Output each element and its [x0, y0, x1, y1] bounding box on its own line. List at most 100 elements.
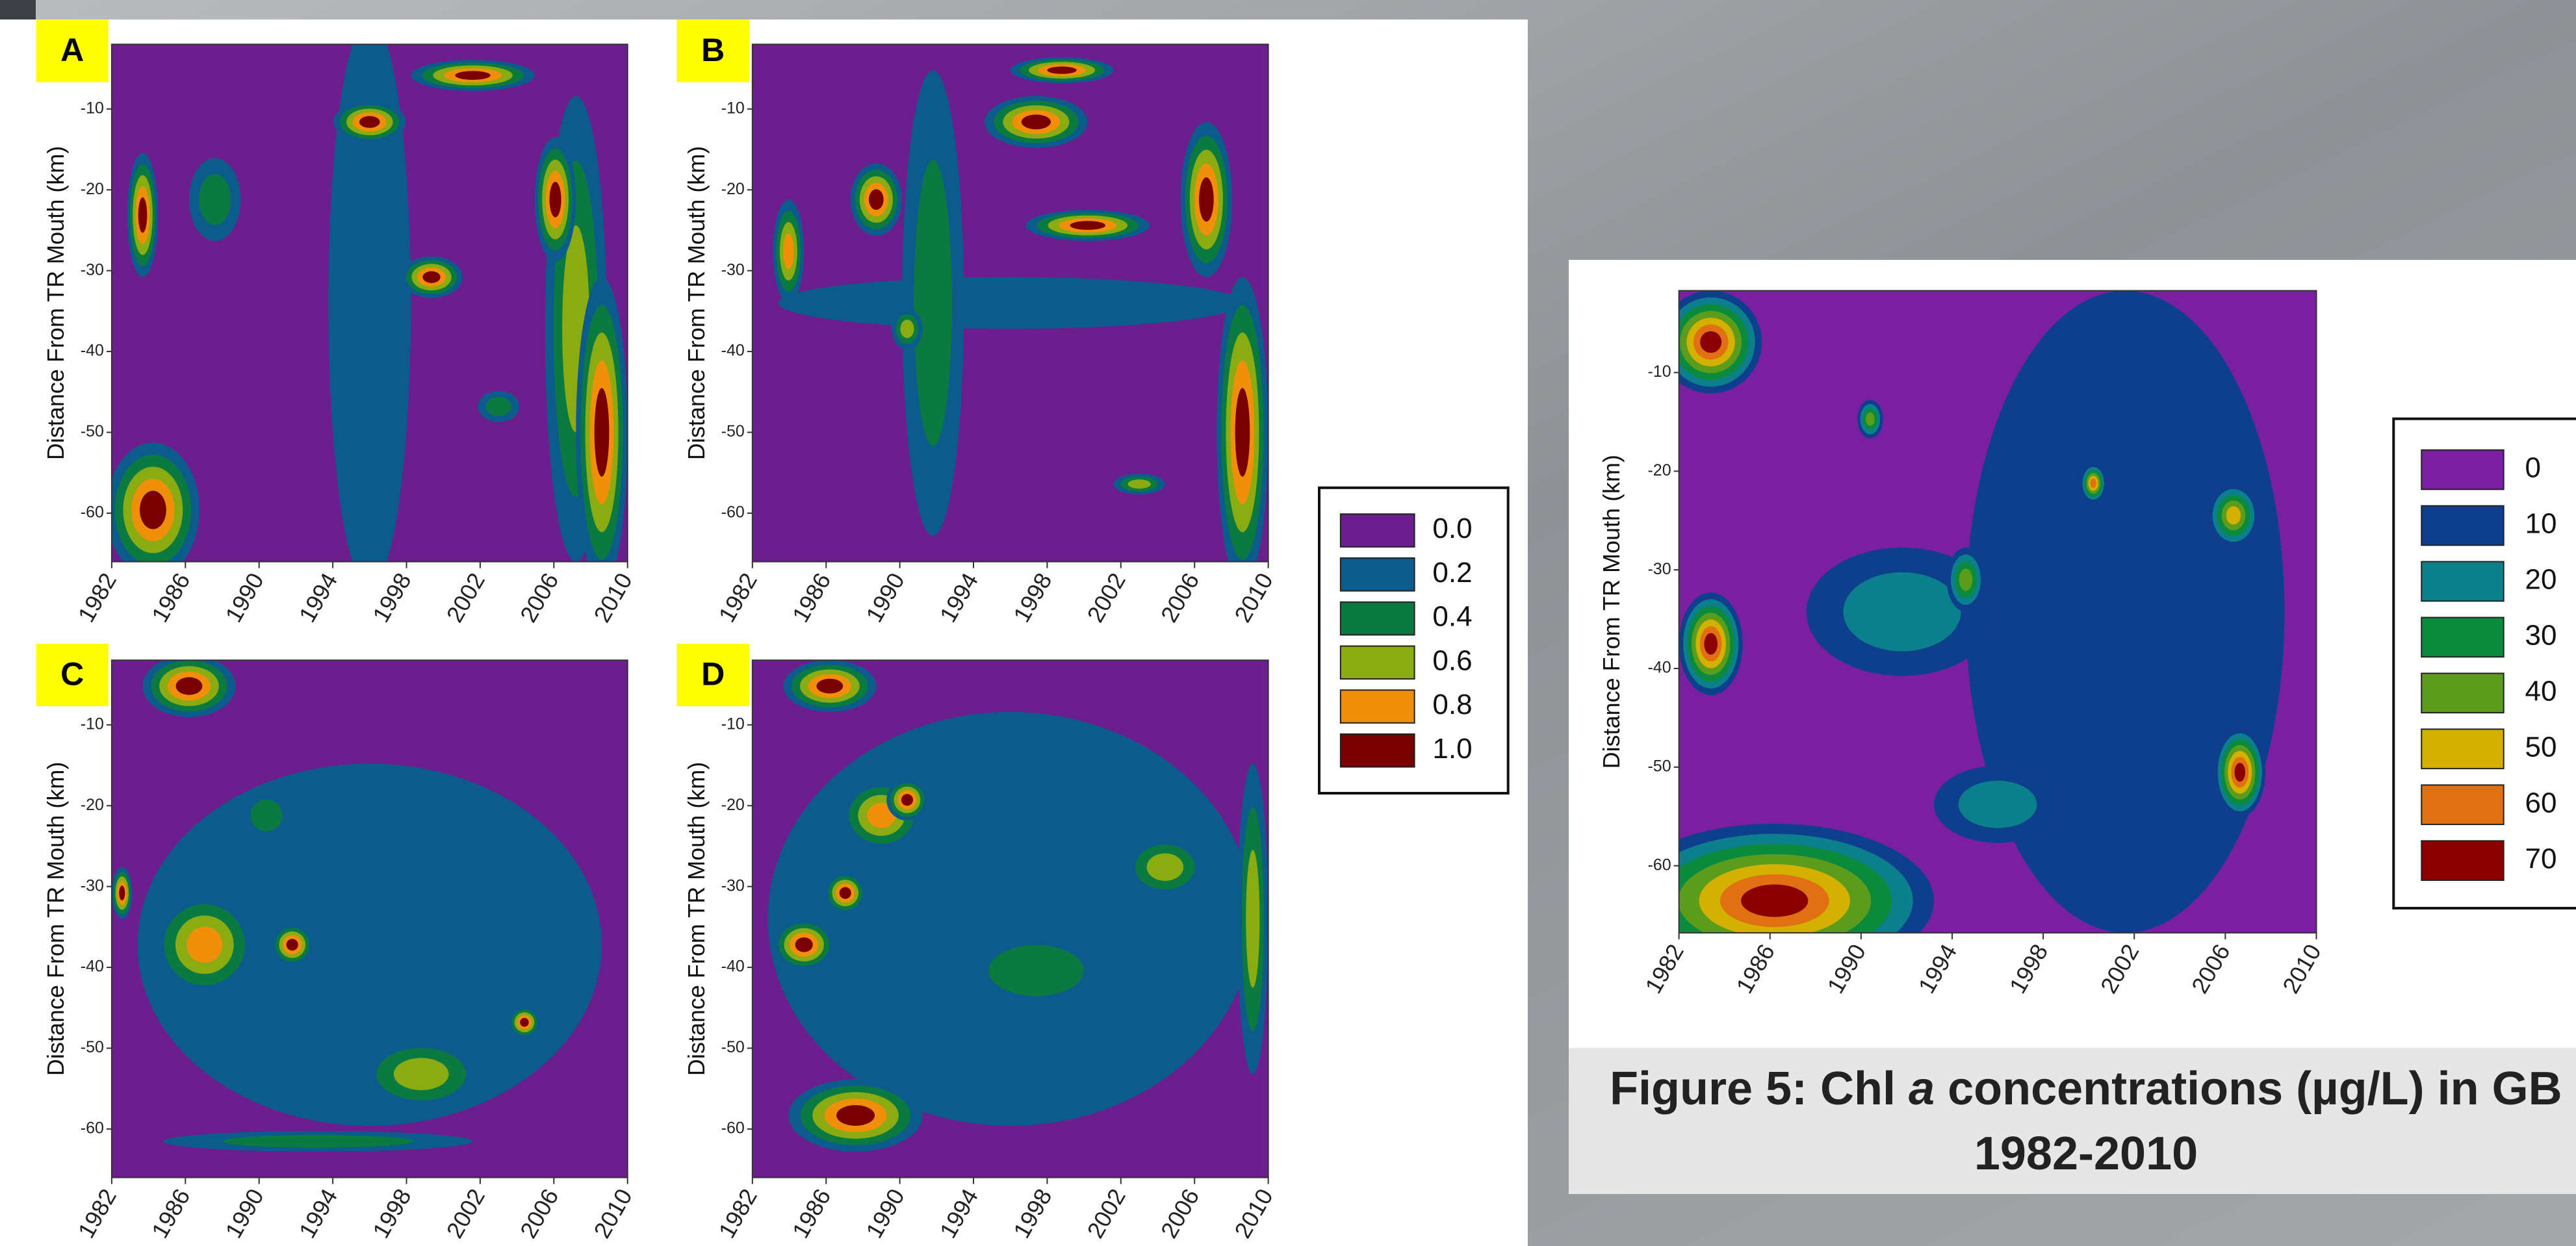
- y-tick-label: -60: [1647, 856, 1671, 874]
- y-tick-label: -50: [721, 1038, 745, 1056]
- field-region: [816, 679, 843, 694]
- y-tick-label: -40: [81, 342, 104, 360]
- y-tick-label: -20: [81, 180, 104, 198]
- field-region: [1246, 850, 1259, 987]
- legend-label: 0.0: [1432, 513, 1472, 544]
- legend-label: 70: [2525, 843, 2557, 874]
- field-region: [2090, 479, 2096, 488]
- field-region: [119, 885, 125, 900]
- legend-swatch: [2421, 785, 2503, 824]
- y-tick-label: -50: [81, 422, 104, 440]
- contour-field: [1616, 290, 2317, 978]
- field-region: [422, 271, 440, 283]
- field-region: [595, 388, 610, 477]
- y-tick-label: -40: [721, 958, 745, 976]
- y-tick-label: -10: [721, 715, 745, 733]
- contour-field: [753, 660, 1269, 1177]
- legend-label: 50: [2525, 731, 2557, 763]
- field-region: [1866, 413, 1875, 426]
- legend-swatch: [2421, 450, 2503, 490]
- contour-field: [107, 18, 628, 587]
- legend-swatch: [1341, 646, 1415, 680]
- legend-swatch: [2421, 562, 2503, 602]
- panel-label: C: [60, 656, 84, 693]
- field-region: [1235, 388, 1250, 477]
- field-region: [795, 937, 813, 952]
- y-axis-label: Distance From TR Mouth (km): [683, 762, 710, 1076]
- y-tick-label: -40: [1647, 659, 1671, 677]
- legend-swatch: [1341, 514, 1415, 547]
- legend-label: 0.4: [1432, 601, 1472, 633]
- y-axis-label: Distance From TR Mouth (km): [1598, 455, 1625, 769]
- field-region: [1741, 885, 1808, 917]
- caption-line1: Figure 5: Chl a concentrations (µg/L) in…: [1610, 1063, 2562, 1115]
- field-region: [187, 927, 222, 963]
- y-tick-label: -10: [81, 715, 104, 733]
- field-region: [2226, 506, 2241, 524]
- legend-swatch: [2421, 618, 2503, 657]
- panel-label: B: [701, 32, 725, 68]
- contour-field: [753, 44, 1269, 587]
- field-region: [1047, 66, 1076, 73]
- field-region: [287, 939, 298, 950]
- y-tick-label: -60: [81, 503, 104, 522]
- field-region: [359, 116, 380, 128]
- y-axis-label: Distance From TR Mouth (km): [683, 146, 710, 460]
- field-region: [176, 677, 203, 694]
- field-region: [199, 174, 231, 225]
- y-tick-label: -40: [81, 958, 104, 976]
- legend-label: 60: [2525, 787, 2557, 819]
- field-region: [520, 1018, 529, 1027]
- y-tick-label: -20: [721, 796, 745, 814]
- y-tick-label: -20: [1647, 461, 1671, 479]
- field-region: [140, 490, 166, 529]
- field-region: [1070, 221, 1105, 230]
- y-tick-label: -30: [721, 261, 745, 279]
- y-tick-label: -30: [81, 876, 104, 895]
- caption-line2: 1982-2010: [1974, 1128, 2198, 1180]
- legend-label: 0.2: [1432, 557, 1472, 589]
- field-region: [1959, 781, 2037, 828]
- legend-swatch: [1341, 734, 1415, 767]
- legend-label: 10: [2525, 508, 2557, 540]
- panel-label: A: [60, 32, 84, 68]
- y-tick-label: -60: [81, 1119, 104, 1138]
- y-tick-label: -20: [721, 180, 745, 198]
- field-region: [840, 887, 851, 898]
- field-region: [394, 1058, 449, 1091]
- field-region: [1147, 854, 1183, 881]
- legend-label: 40: [2525, 675, 2557, 707]
- caption-italic: a: [1909, 1063, 1935, 1115]
- legend-label: 30: [2525, 619, 2557, 651]
- legend-swatch: [1341, 602, 1415, 635]
- legend-swatch: [2421, 841, 2503, 880]
- legend-box: [2393, 419, 2576, 908]
- field-region: [138, 197, 148, 233]
- y-tick-label: -60: [721, 1119, 745, 1138]
- legend-swatch: [1341, 690, 1415, 723]
- field-region: [251, 800, 283, 832]
- field-region: [1700, 331, 1721, 353]
- y-tick-label: -20: [81, 796, 104, 814]
- field-region: [779, 277, 1243, 329]
- field-region: [1128, 479, 1151, 489]
- y-tick-label: -30: [1647, 560, 1671, 578]
- field-region: [1959, 568, 1972, 591]
- legend-label: 0: [2525, 452, 2541, 484]
- field-region: [1704, 633, 1718, 654]
- y-tick-label: -10: [721, 99, 745, 117]
- field-region: [223, 1135, 413, 1148]
- legend-label: 20: [2525, 564, 2557, 596]
- field-region: [836, 1105, 875, 1126]
- legend-swatch: [2421, 729, 2503, 769]
- field-region: [455, 71, 490, 80]
- field-region: [783, 233, 794, 269]
- legend-swatch: [2421, 673, 2503, 713]
- field-region: [914, 160, 952, 446]
- field-region: [900, 320, 914, 338]
- legend-swatch: [1341, 558, 1415, 591]
- legend-label: 1.0: [1432, 733, 1472, 765]
- y-axis-label: Distance From TR Mouth (km): [42, 762, 69, 1076]
- contour-field: [112, 655, 628, 1177]
- y-axis-label: Distance From TR Mouth (km): [42, 146, 69, 460]
